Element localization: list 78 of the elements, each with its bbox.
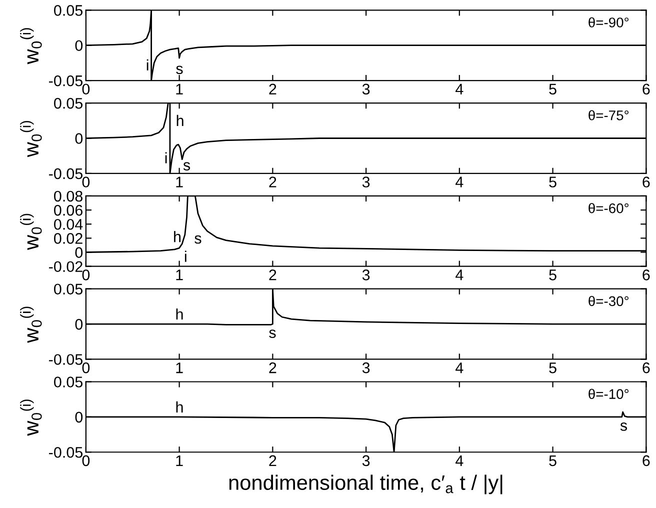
x-tick-label: 1 [176, 84, 183, 94]
x-tick-label: 1 [176, 362, 183, 374]
x-tick-label: 5 [549, 455, 556, 466]
annotation: i [184, 250, 186, 262]
y-tick-label: -0.05 [49, 75, 83, 86]
y-tick-label: 0 [75, 247, 83, 258]
y-tick-label: 0.05 [54, 98, 83, 109]
x-tick-label: 6 [642, 176, 650, 188]
x-tick-label: 2 [269, 362, 276, 374]
annotation: s [620, 422, 628, 431]
y-axis-title: w$_{0}$$^{(i)}$ [20, 120, 42, 158]
y-tick-label: 0 [75, 412, 83, 423]
y-tick-label: -0.02 [49, 261, 82, 272]
x-tick-label: 4 [456, 455, 464, 466]
annotation: θ=-60° [588, 203, 629, 214]
y-tick-label: 0 [75, 133, 83, 144]
y-tick-label: 0.04 [54, 218, 83, 230]
x-tick-label: 4 [456, 270, 464, 280]
x-tick-label: 3 [362, 270, 370, 280]
y-tick-label: 0.05 [54, 284, 83, 295]
x-tick-label: 1 [176, 176, 183, 188]
annotation: θ=-90° [588, 17, 629, 28]
annotation: h [176, 401, 183, 412]
x-tick-label: 3 [362, 84, 370, 95]
x-tick-label: 0 [82, 455, 90, 466]
x-tick-label: 6 [642, 84, 650, 95]
y-tick-label: -0.05 [49, 446, 83, 458]
annotation: s [269, 330, 276, 338]
annotation: θ=-10° [588, 388, 629, 399]
y-axis-title: w$_{0}$$^{(i)}$ [20, 400, 42, 436]
x-tick-label: 5 [549, 84, 556, 95]
x-axis-title: nondimensional time, c′$_{a}$ t / |y| [229, 474, 502, 494]
x-tick-label: 5 [549, 362, 556, 374]
x-tick-label: 3 [362, 455, 370, 466]
annotation: θ=-30° [588, 296, 629, 306]
x-tick-label: 5 [549, 176, 556, 188]
x-tick-label: 4 [456, 362, 464, 374]
x-tick-label: 6 [642, 270, 650, 280]
annotation: θ=-75° [588, 110, 629, 120]
y-axis-title: w$_{0}$$^{(i)}$ [20, 28, 42, 64]
line-series [86, 103, 646, 174]
y-tick-label: 0.05 [54, 5, 83, 16]
annotation: h [176, 114, 184, 126]
x-tick-label: 4 [456, 84, 464, 94]
annotation: s [183, 162, 190, 170]
y-tick-label: 0.02 [54, 233, 82, 244]
x-tick-label: 0 [82, 176, 90, 188]
x-tick-label: 1 [176, 270, 183, 280]
annotation: s [194, 235, 202, 244]
x-tick-label: 2 [269, 84, 276, 94]
y-tick-label: 0 [75, 318, 83, 330]
annotation: h [176, 308, 183, 320]
y-tick-label: 0.05 [54, 376, 83, 388]
y-tick-label: 0 [75, 40, 83, 52]
x-tick-label: 0 [82, 84, 90, 95]
y-axis-title: w$_{0}$$^{(i)}$ [20, 214, 42, 250]
y-tick-label: 0.06 [54, 204, 82, 216]
y-axis-title: w$_{0}$$^{(i)}$ [20, 306, 42, 343]
x-tick-label: 2 [269, 270, 276, 280]
x-tick-label: 2 [269, 455, 276, 466]
y-tick-label: -0.05 [49, 168, 83, 180]
x-tick-label: 6 [642, 362, 650, 374]
y-tick-label: 0.08 [54, 190, 82, 202]
line-series [86, 10, 646, 81]
x-tick-label: 1 [176, 455, 183, 466]
x-tick-label: 0 [82, 270, 90, 280]
x-tick-label: 3 [362, 176, 370, 188]
x-tick-label: 5 [549, 270, 556, 280]
x-tick-label: 6 [642, 455, 650, 466]
annotation: s [176, 66, 183, 74]
annotation: i [146, 59, 148, 70]
x-tick-label: 2 [269, 176, 276, 188]
x-tick-label: 4 [456, 176, 464, 188]
x-tick-label: 3 [362, 362, 370, 374]
x-tick-label: 0 [82, 362, 90, 374]
annotation: i [165, 152, 167, 164]
annotation: h [174, 231, 181, 242]
y-tick-label: -0.05 [49, 354, 83, 365]
